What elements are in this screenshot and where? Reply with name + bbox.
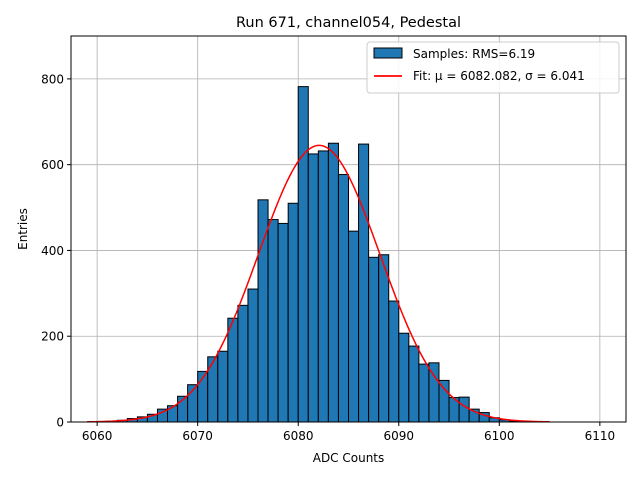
y-axis-ticks: 0 200 400 600 800 xyxy=(41,72,71,430)
histogram-bar xyxy=(207,356,219,423)
legend-histogram-swatch xyxy=(373,47,403,59)
legend-fit-label: Fit: μ = 6082.082, σ = 6.041 xyxy=(413,69,585,83)
histogram-bar xyxy=(287,202,299,423)
x-axis-ticks: 6060 6070 6080 6090 6100 6110 xyxy=(82,422,615,443)
histogram-bars xyxy=(96,86,530,423)
histogram-bar xyxy=(358,143,370,423)
histogram-bar xyxy=(408,345,420,423)
histogram-bar xyxy=(327,142,339,423)
y-tick-label: 400 xyxy=(41,244,64,258)
legend-histogram-label: Samples: RMS=6.19 xyxy=(413,47,535,61)
histogram-bar xyxy=(438,379,450,423)
x-tick-label: 6090 xyxy=(383,429,414,443)
gaussian-fit-curve xyxy=(87,144,550,423)
histogram-bar xyxy=(247,288,259,423)
y-tick-label: 200 xyxy=(41,330,64,344)
histogram-bar xyxy=(237,304,249,423)
x-tick-label: 6100 xyxy=(484,429,515,443)
x-tick-label: 6080 xyxy=(283,429,314,443)
y-tick-label: 0 xyxy=(56,416,64,430)
y-tick-label: 600 xyxy=(41,158,64,172)
histogram-bar xyxy=(267,219,279,423)
histogram-bar xyxy=(277,222,289,423)
histogram-bar xyxy=(418,363,430,423)
histogram-bar xyxy=(217,350,229,423)
histogram-bar xyxy=(307,153,319,423)
plot-frame xyxy=(70,35,627,423)
y-axis-label: Entries xyxy=(16,208,30,250)
histogram-bar xyxy=(388,300,400,423)
histogram-bar xyxy=(337,174,349,423)
x-tick-label: 6110 xyxy=(585,429,616,443)
x-tick-label: 6070 xyxy=(182,429,213,443)
x-tick-label: 6060 xyxy=(82,429,113,443)
histogram-bar xyxy=(398,332,410,423)
histogram-bar xyxy=(378,254,390,423)
x-axis-label: ADC Counts xyxy=(313,451,385,465)
histogram-bar xyxy=(317,150,329,423)
legend: Samples: RMS=6.19 Fit: μ = 6082.082, σ =… xyxy=(366,41,620,94)
histogram-bar xyxy=(368,256,380,423)
histogram-bar xyxy=(458,396,470,423)
y-tick-label: 800 xyxy=(41,72,64,86)
legend-box xyxy=(366,41,620,94)
histogram-bar xyxy=(297,86,309,423)
histogram-bar xyxy=(227,317,239,423)
chart-title: Run 671, channel054, Pedestal xyxy=(236,15,461,31)
histogram-bar xyxy=(348,230,360,423)
